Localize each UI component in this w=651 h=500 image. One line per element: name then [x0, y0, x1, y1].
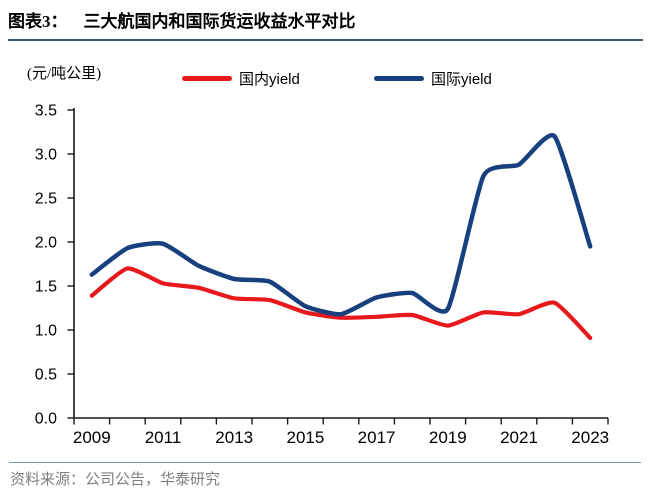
domestic-yield-line: [89, 266, 593, 340]
x-axis-ticks: [73, 418, 609, 425]
y-tick-label: 3.5: [35, 103, 57, 120]
y-axis-unit-label: (元/吨公里): [27, 66, 102, 82]
international-line-swatch: [374, 75, 424, 81]
y-tick-label: 2.0: [35, 235, 57, 252]
y-tick-label: 3.0: [35, 147, 57, 164]
y-axis-tick-labels: 0.0 0.5 1.0 1.5 2.0 2.5 3.0 3.5: [35, 103, 57, 428]
domestic-line-swatch: [182, 75, 232, 81]
figure-title: 图表3： 三大航国内和国际货运收益水平对比: [8, 7, 643, 32]
y-tick-label: 2.5: [35, 191, 57, 208]
x-tick-label: 2015: [286, 428, 324, 447]
figure-title-text: 三大航国内和国际货运收益水平对比: [83, 12, 356, 31]
x-tick-label: 2017: [358, 428, 396, 447]
legend-item-domestic: 国内yield: [182, 69, 300, 88]
x-tick-label: 2021: [500, 428, 538, 447]
y-tick-label: 1.5: [35, 279, 57, 296]
y-axis-ticks: [67, 109, 74, 419]
y-tick-label: 0.0: [35, 411, 57, 428]
x-tick-label: 2009: [73, 428, 111, 447]
x-tick-label: 2019: [429, 428, 467, 447]
legend-item-international: 国际yield: [374, 69, 492, 88]
chart-series: [89, 133, 593, 340]
y-tick-label: 0.5: [35, 367, 57, 384]
x-axis-tick-labels: 2009 2011 2013 2015 2017 2019 2021 2023: [73, 428, 609, 447]
x-tick-label: 2023: [571, 428, 609, 447]
footer-divider: [9, 462, 641, 463]
x-tick-label: 2013: [215, 428, 253, 447]
y-tick-label: 1.0: [35, 323, 57, 340]
legend-label-domestic: 国内yield: [239, 70, 300, 88]
title-divider: [8, 39, 643, 41]
international-yield-line: [89, 133, 593, 317]
x-tick-label: 2011: [145, 428, 182, 447]
legend-label-international: 国际yield: [431, 70, 492, 88]
source-note: 资料来源：公司公告，华泰研究: [10, 472, 221, 488]
figure-label: 图表3：: [8, 12, 68, 31]
